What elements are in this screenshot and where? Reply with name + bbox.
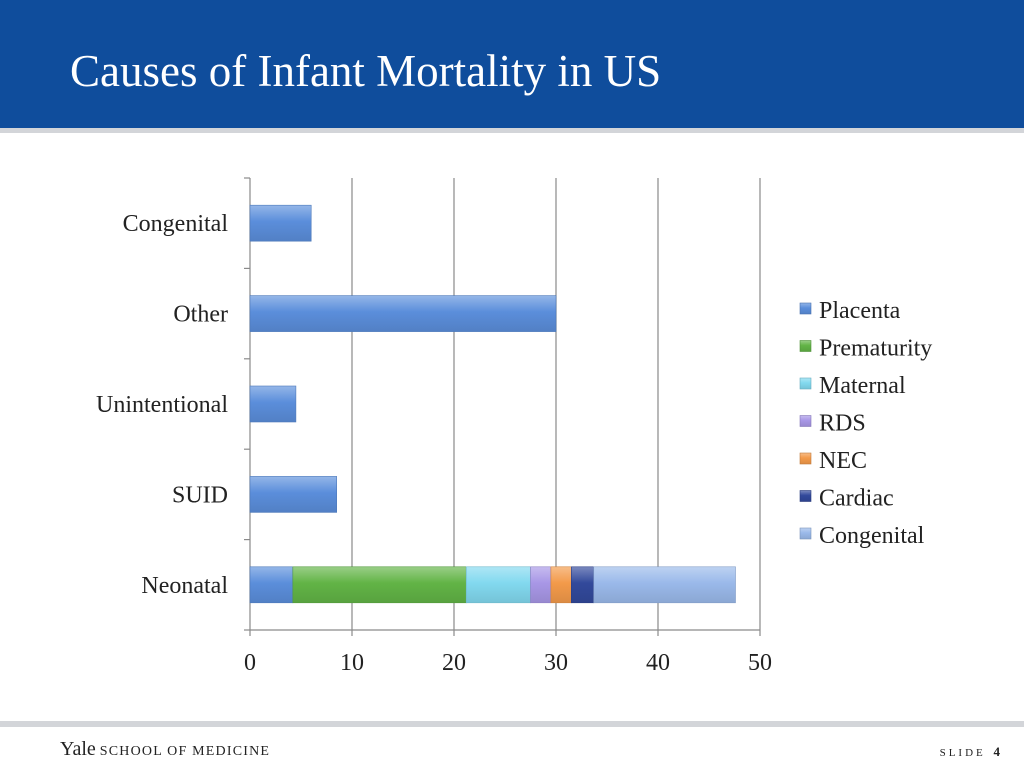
bar-neonatal-rds bbox=[530, 566, 552, 604]
bar-neonatal-placenta bbox=[249, 566, 294, 604]
legend-swatch-placenta bbox=[799, 302, 812, 315]
bar-neonatal-maternal bbox=[465, 566, 531, 604]
legend-swatch-nec bbox=[799, 452, 812, 465]
footer-brand: Yale SCHOOL OF MEDICINE bbox=[60, 738, 270, 761]
footer-school-name: SCHOOL OF MEDICINE bbox=[99, 744, 271, 759]
bar-other-placenta bbox=[249, 295, 557, 332]
x-tick-label-10: 10 bbox=[340, 650, 364, 676]
legend-swatch-prematurity bbox=[799, 340, 812, 352]
legend-label-prematurity: Prematurity bbox=[819, 336, 932, 362]
bar-suid-placenta bbox=[249, 476, 337, 513]
category-label-congenital: Congenital bbox=[123, 211, 229, 237]
legend-label-placenta: Placenta bbox=[819, 298, 901, 324]
legend-label-nec: NEC bbox=[819, 448, 867, 474]
category-label-unintentional: Unintentional bbox=[96, 392, 228, 418]
x-tick-label-50: 50 bbox=[748, 650, 772, 676]
x-tick-label-30: 30 bbox=[544, 650, 568, 676]
category-label-neonatal: Neonatal bbox=[141, 573, 228, 599]
bar-neonatal-nec bbox=[550, 566, 572, 604]
legend-swatch-cardiac bbox=[799, 490, 812, 502]
header-bar bbox=[0, 0, 1024, 128]
slide-label: SLIDE bbox=[939, 747, 986, 759]
bar-congenital-placenta bbox=[249, 204, 312, 242]
bar-neonatal-congenital bbox=[593, 566, 736, 604]
legend-label-maternal: Maternal bbox=[819, 373, 906, 399]
bar-neonatal-cardiac bbox=[570, 566, 595, 604]
legend-swatch-maternal bbox=[799, 377, 812, 390]
bar-neonatal-prematurity bbox=[292, 566, 467, 604]
x-tick-label-0: 0 bbox=[244, 650, 256, 676]
legend-label-cardiac: Cardiac bbox=[819, 486, 894, 512]
legend-label-rds: RDS bbox=[819, 411, 866, 437]
legend-swatch-rds bbox=[799, 415, 812, 427]
slide-number-value: 4 bbox=[993, 744, 1001, 759]
category-label-other: Other bbox=[173, 302, 228, 328]
legend-swatch-congenital bbox=[799, 527, 812, 540]
footer-rule bbox=[0, 721, 1024, 727]
header-rule bbox=[0, 128, 1024, 133]
x-tick-label-40: 40 bbox=[646, 650, 670, 676]
footer-yale-wordmark: Yale bbox=[60, 738, 96, 760]
legend-label-congenital: Congenital bbox=[819, 523, 925, 549]
slide-number: SLIDE 4 bbox=[940, 744, 1000, 760]
slide-title: Causes of Infant Mortality in US bbox=[70, 46, 662, 96]
x-tick-label-20: 20 bbox=[442, 650, 466, 676]
category-label-suid: SUID bbox=[172, 482, 228, 508]
bar-unintentional-placenta bbox=[249, 385, 297, 423]
